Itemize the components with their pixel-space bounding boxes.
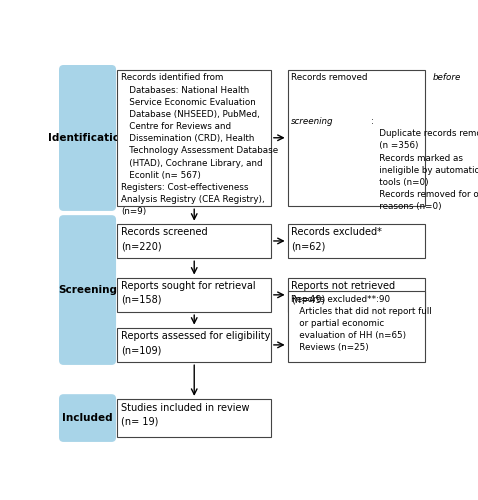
FancyBboxPatch shape (59, 65, 116, 211)
Bar (117, 224, 271, 258)
Text: screening: screening (291, 117, 334, 126)
Bar (117, 278, 271, 312)
Text: Records identified from
   Databases: National Health
   Service Economic Evalua: Records identified from Databases: Natio… (121, 74, 278, 216)
FancyBboxPatch shape (59, 394, 116, 442)
FancyBboxPatch shape (59, 215, 116, 365)
Bar (288, 291, 424, 362)
Bar (288, 70, 424, 206)
Text: Screening: Screening (58, 285, 117, 295)
Text: Records removed: Records removed (291, 74, 370, 82)
Bar (288, 224, 424, 258)
Text: Reports sought for retrieval
(n=158): Reports sought for retrieval (n=158) (121, 282, 256, 305)
Bar (117, 70, 271, 206)
Text: Identification: Identification (48, 133, 127, 143)
Text: Included: Included (62, 413, 113, 423)
Text: Reports excluded**:90
   Articles that did not report full
   or partial economi: Reports excluded**:90 Articles that did … (291, 295, 432, 352)
Text: Records screened
(n=220): Records screened (n=220) (121, 228, 207, 251)
Text: Reports not retrieved
(n=49): Reports not retrieved (n=49) (291, 282, 395, 305)
Bar (117, 328, 271, 362)
Bar (117, 399, 271, 438)
Text: before: before (433, 74, 462, 82)
Bar (288, 278, 424, 312)
Text: Reports assessed for eligibility
(n=109): Reports assessed for eligibility (n=109) (121, 332, 270, 355)
Text: Studies included in review
(n= 19): Studies included in review (n= 19) (121, 402, 250, 426)
Text: Records excluded*
(n=62): Records excluded* (n=62) (291, 228, 382, 251)
Text: :
   Duplicate records removed
   (n =356)
   Records marked as
   ineligible by: : Duplicate records removed (n =356) Rec… (371, 117, 478, 211)
